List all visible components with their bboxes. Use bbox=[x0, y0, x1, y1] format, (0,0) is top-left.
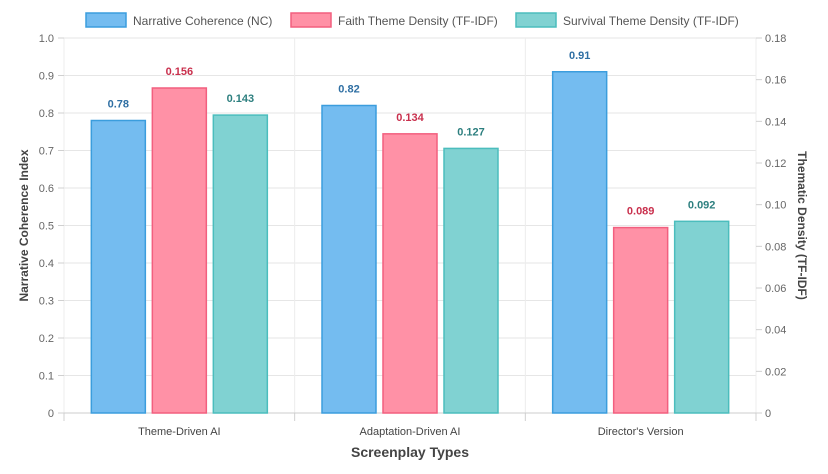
bar bbox=[151, 87, 208, 414]
x-tick-label: Director's Version bbox=[598, 426, 684, 438]
data-label: 0.092 bbox=[688, 199, 716, 211]
y-tick-label: 1.0 bbox=[39, 33, 54, 45]
y2-tick-label: 0.10 bbox=[765, 200, 786, 212]
legend-swatch bbox=[85, 12, 127, 28]
y2-tick-label: 0.08 bbox=[765, 241, 786, 253]
bar bbox=[90, 119, 147, 414]
legend-label: Survival Theme Density (TF-IDF) bbox=[563, 14, 739, 28]
bar bbox=[612, 226, 669, 414]
y-tick-label: 0.4 bbox=[39, 258, 54, 270]
x-axis-title: Screenplay Types bbox=[351, 444, 469, 460]
data-label: 0.91 bbox=[569, 50, 590, 62]
data-label: 0.82 bbox=[338, 84, 359, 96]
y-tick-label: 0.9 bbox=[39, 71, 54, 83]
y2-tick-label: 0.18 bbox=[765, 33, 786, 45]
bar bbox=[321, 104, 377, 414]
y-tick-label: 0.1 bbox=[39, 371, 54, 383]
legend-label: Faith Theme Density (TF-IDF) bbox=[338, 14, 498, 28]
y2-tick-label: 0.04 bbox=[765, 325, 786, 337]
y2-tick-label: 0.14 bbox=[765, 116, 786, 128]
y-tick-label: 0.2 bbox=[39, 333, 54, 345]
data-label: 0.156 bbox=[166, 66, 194, 78]
y-tick-label: 0.7 bbox=[39, 146, 54, 158]
x-tick-label: Theme-Driven AI bbox=[138, 426, 221, 438]
data-label: 0.127 bbox=[457, 126, 485, 138]
y-axis-title: Narrative Coherence Index bbox=[17, 149, 31, 301]
y-tick-label: 0.5 bbox=[39, 221, 54, 233]
data-label: 0.143 bbox=[227, 93, 255, 105]
y2-axis-title: Thematic Density (TF-IDF) bbox=[795, 151, 809, 300]
legend-swatch bbox=[515, 12, 557, 28]
y-tick-label: 0.6 bbox=[39, 183, 54, 195]
legend-label: Narrative Coherence (NC) bbox=[133, 14, 272, 28]
y-tick-label: 0.3 bbox=[39, 296, 54, 308]
y-tick-label: 0 bbox=[48, 408, 54, 420]
data-label: 0.089 bbox=[627, 206, 655, 218]
y2-tick-label: 0 bbox=[765, 408, 771, 420]
data-label: 0.78 bbox=[108, 99, 129, 111]
bar bbox=[551, 71, 608, 414]
x-tick-label: Adaptation-Driven AI bbox=[360, 426, 461, 438]
legend-swatch bbox=[290, 12, 332, 28]
bar bbox=[212, 114, 269, 414]
y-tick-label: 0.8 bbox=[39, 108, 54, 120]
y2-tick-label: 0.12 bbox=[765, 158, 786, 170]
y2-tick-label: 0.16 bbox=[765, 75, 786, 87]
bar bbox=[382, 133, 438, 414]
y2-tick-label: 0.02 bbox=[765, 366, 786, 378]
bar bbox=[443, 147, 499, 414]
data-label: 0.134 bbox=[396, 112, 424, 124]
bar bbox=[673, 220, 730, 414]
y2-tick-label: 0.06 bbox=[765, 283, 786, 295]
